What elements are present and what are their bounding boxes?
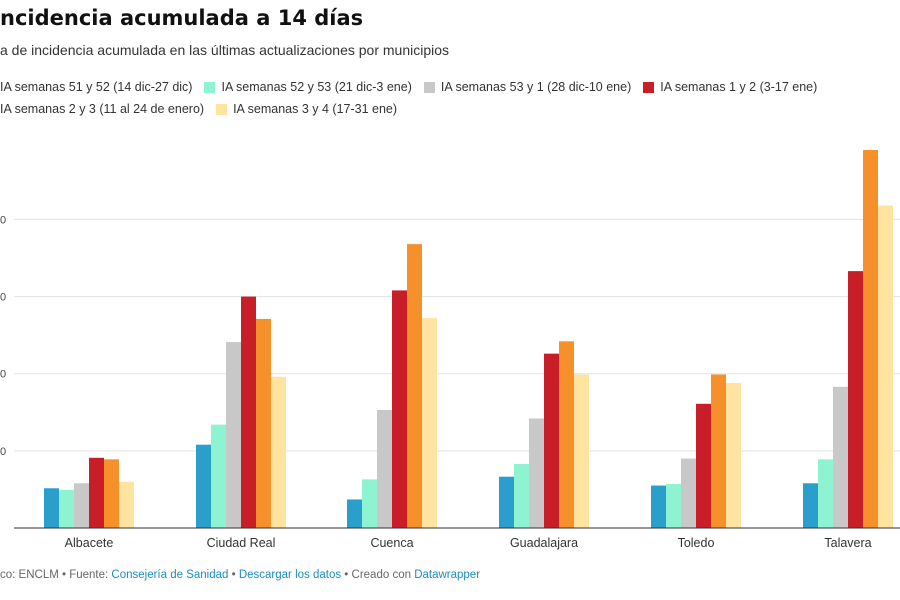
chart-footer: co: ENCLM • Fuente: Consejería de Sanida… [0,569,480,581]
legend-item: IA semanas 2 y 3 (11 al 24 de enero) [0,102,204,116]
bar [256,318,271,528]
y-tick-label: 0 [0,214,6,226]
chart-subtitle: a de incidencia acumulada en las últimas… [0,42,450,58]
bar [271,376,286,528]
x-tick-label: Albacete [65,536,114,550]
y-tick-label: 0 [0,369,6,381]
bar [74,483,89,528]
bar [407,244,422,528]
bar [422,318,437,528]
bar [833,386,848,528]
legend-swatch [423,81,435,93]
footer-created-with: • Creado con [341,569,415,581]
x-tick-label: Guadalajara [510,536,578,550]
bar [362,479,377,528]
legend-swatch [643,81,655,93]
bar [711,374,726,528]
bar [803,483,818,528]
legend-swatch [216,103,228,115]
bar [59,489,74,528]
bar [863,150,878,528]
legend-label: IA semanas 52 y 53 (21 dic-3 ene) [221,80,412,94]
legend-item: IA semanas 53 y 1 (28 dic-10 ene) [423,80,632,94]
bar-chart: 0 0 0 0 Albacete Ciudad Real Cuenca Guadalajara… [0,150,900,550]
bar [196,444,211,528]
bar [347,499,362,528]
legend-item: IA semanas 1 y 2 (3-17 ene) [643,80,817,94]
x-tick-label: Toledo [678,536,715,550]
bar [681,458,696,528]
legend-item: IA semanas 3 y 4 (17-31 ene) [216,102,397,116]
x-tick-label: Cuenca [370,536,413,550]
chart-title: ncidencia acumulada a 14 días [0,6,364,30]
legend-label: IA semanas 1 y 2 (3-17 ene) [660,80,818,94]
bar [666,484,681,528]
x-tick-label: Ciudad Real [207,536,276,550]
y-tick-label: 0 [0,292,6,304]
bar [392,290,407,528]
bar [499,476,514,528]
legend-label: IA semanas 53 y 1 (28 dic-10 ene) [440,80,632,94]
bar [696,403,711,528]
bar [226,342,241,528]
bar [89,457,104,528]
bar [878,205,893,528]
download-data-link[interactable]: Descargar los datos [238,569,342,581]
bar [818,459,833,528]
bar [44,488,59,528]
bar [529,418,544,528]
bar [377,409,392,528]
datawrapper-link[interactable]: Datawrapper [414,569,481,581]
bar [559,341,574,528]
chart-legend: IA semanas 51 y 52 (14 dic-27 dic) IA sem… [0,80,890,116]
bar [211,424,226,528]
legend-label: IA semanas 3 y 4 (17-31 ene) [233,102,398,116]
source-link[interactable]: Consejería de Sanidad [111,569,229,581]
bar [574,374,589,528]
legend-swatch [204,81,216,93]
legend-label: IA semanas 51 y 52 (14 dic-27 dic) [0,80,193,94]
bar [651,485,666,528]
legend-item: IA semanas 52 y 53 (21 dic-3 ene) [204,80,412,94]
bar [514,463,529,528]
footer-credit: co: ENCLM • Fuente: [0,569,112,581]
legend-label: IA semanas 2 y 3 (11 al 24 de enero) [0,102,205,116]
bar [119,481,134,528]
bar [104,459,119,528]
bar [241,296,256,528]
footer-separator: • [228,569,239,581]
x-tick-label: Talavera [824,536,871,550]
bar [726,382,741,528]
bar [544,353,559,528]
legend-item: IA semanas 51 y 52 (14 dic-27 dic) [0,80,192,94]
y-tick-label: 0 [0,446,6,458]
bar [848,271,863,528]
